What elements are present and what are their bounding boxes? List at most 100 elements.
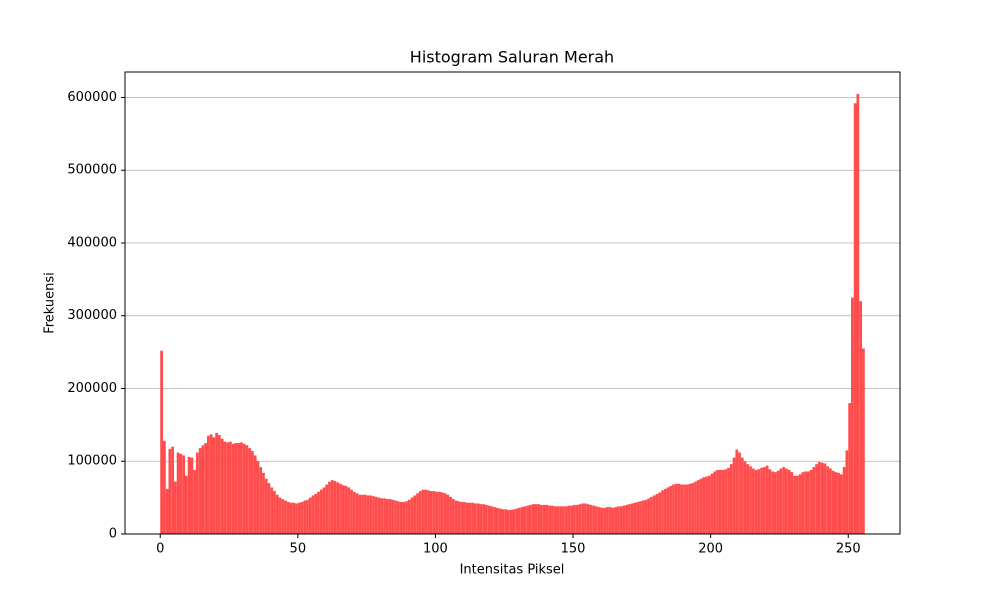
bar	[658, 492, 662, 534]
bar	[639, 501, 642, 534]
bar	[573, 504, 576, 534]
bar	[429, 491, 433, 534]
bar	[204, 443, 208, 534]
bar	[262, 472, 265, 534]
bar	[278, 497, 282, 534]
bar	[848, 403, 852, 534]
bar	[765, 465, 769, 534]
bar	[672, 484, 675, 534]
bar	[457, 501, 461, 534]
bar	[330, 480, 334, 534]
bar	[242, 443, 246, 534]
bar	[303, 500, 307, 534]
bar	[677, 483, 681, 534]
bar	[399, 501, 403, 534]
bar	[746, 464, 750, 534]
bar	[520, 507, 524, 534]
bar	[729, 464, 733, 534]
bar	[460, 501, 463, 534]
bar	[363, 494, 367, 534]
bar	[512, 509, 516, 534]
bar	[845, 450, 849, 534]
bar	[589, 504, 593, 534]
bar	[311, 495, 315, 534]
bar	[842, 467, 846, 534]
bar	[476, 503, 480, 534]
bar	[162, 440, 166, 534]
bar	[350, 489, 353, 534]
bar	[187, 456, 191, 534]
bar	[669, 485, 673, 534]
bar	[490, 506, 494, 534]
bar	[721, 469, 725, 534]
bar	[584, 503, 587, 534]
bar	[396, 501, 400, 534]
bar	[201, 445, 205, 534]
bar	[394, 500, 397, 534]
bar	[545, 504, 549, 534]
y-tick-label: 100000	[67, 454, 117, 469]
bar	[815, 464, 818, 534]
bar	[220, 438, 224, 534]
bar	[812, 467, 816, 534]
bar	[402, 501, 406, 534]
bar	[597, 507, 601, 534]
bar	[369, 495, 373, 534]
bar	[595, 506, 598, 534]
bar	[771, 471, 774, 534]
bar	[851, 297, 854, 534]
bar	[782, 467, 785, 534]
bar	[628, 504, 631, 534]
bar	[716, 469, 719, 534]
bar	[427, 490, 430, 534]
bar	[625, 504, 629, 534]
bar	[297, 502, 301, 534]
bar	[691, 483, 695, 534]
bar	[207, 435, 210, 534]
bar	[806, 471, 810, 534]
bar	[289, 502, 293, 534]
x-axis-label: Intensitas Piksel	[460, 563, 565, 578]
bar	[801, 472, 805, 534]
bar	[837, 472, 841, 534]
bar	[630, 503, 634, 534]
bar	[647, 498, 651, 534]
bar	[468, 502, 472, 534]
bar	[515, 508, 519, 534]
bar	[548, 505, 552, 534]
bar	[251, 451, 254, 534]
bar	[743, 461, 747, 534]
bar	[300, 501, 304, 534]
bar	[674, 483, 678, 534]
bar	[688, 483, 692, 534]
bar	[504, 509, 507, 534]
bar	[405, 501, 408, 534]
bar	[787, 469, 791, 534]
bar	[229, 441, 232, 534]
bar	[606, 507, 609, 534]
bar	[581, 503, 585, 534]
bar	[418, 491, 422, 534]
bar	[661, 490, 664, 534]
y-tick-label: 0	[109, 527, 117, 542]
bar	[696, 480, 700, 534]
bar	[168, 448, 172, 534]
bar	[713, 471, 717, 534]
bar	[471, 502, 474, 534]
bar	[306, 499, 309, 534]
y-tick-label: 200000	[67, 381, 117, 396]
bar	[553, 506, 557, 534]
bar	[757, 469, 761, 534]
bar	[482, 504, 485, 534]
bar	[212, 437, 216, 534]
bar	[339, 483, 342, 534]
bar	[325, 484, 329, 534]
bar	[817, 461, 821, 534]
bar	[724, 469, 728, 534]
bar	[738, 452, 741, 534]
bar	[567, 505, 571, 534]
bar	[617, 506, 620, 534]
bar	[727, 467, 730, 534]
bar	[705, 476, 708, 534]
